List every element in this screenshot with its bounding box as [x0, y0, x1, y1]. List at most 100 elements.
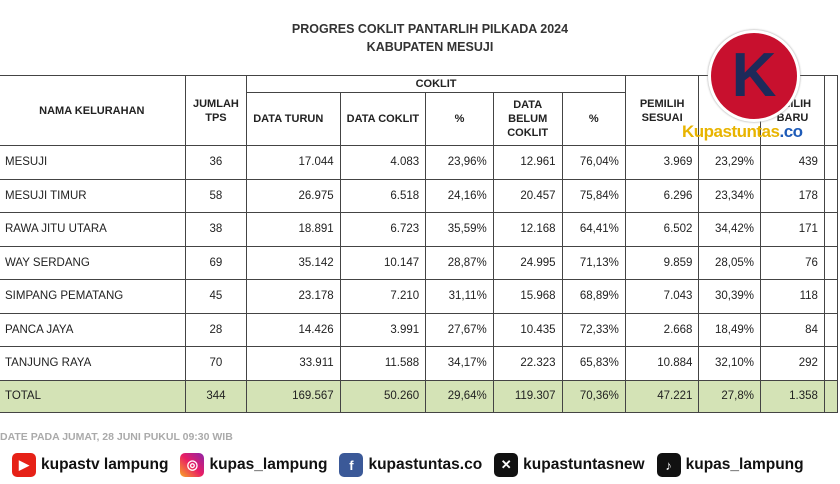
instagram-icon: ◎: [180, 453, 205, 477]
table-row: TANJUNG RAYA 70 33.911 11.588 34,17% 22.323 65…: [0, 346, 839, 381]
cell-edge: [823, 145, 839, 180]
cell-nama: MESUJI: [0, 145, 186, 180]
cell-pct-sesuai: 23,29%: [698, 145, 761, 180]
kupastuntas-logo: K Kupastuntas.co: [682, 30, 803, 141]
cell-edge: [823, 312, 839, 347]
header-pemilih-sesuai: PEMILIH SESUAI: [624, 75, 700, 146]
cell-tps: 28: [184, 312, 248, 347]
header-edge: [823, 75, 839, 146]
cell-pct-coklit: 29,64%: [425, 379, 494, 413]
cell-data-coklit: 6.518: [339, 178, 427, 213]
social-x[interactable]: ✕ kupastuntasnew: [494, 453, 645, 477]
cell-data-coklit: 6.723: [339, 212, 427, 247]
cell-data-turun: 33.911: [246, 346, 341, 381]
table-title: PROGRES COKLIT PANTARLIH PILKADA 2024: [291, 22, 569, 36]
social-footer: ▶ kupastv lampung ◎ kupas_lampung f kupastu…: [0, 446, 840, 484]
cell-pct-belum: 65,83%: [561, 346, 626, 381]
cell-data-turun: 14.426: [246, 312, 341, 347]
cell-data-turun: 169.567: [246, 379, 341, 413]
cell-pemilih-sesuai: 6.502: [624, 212, 700, 247]
cell-pct-coklit: 34,17%: [425, 346, 494, 381]
cell-edge: [823, 245, 839, 280]
header-pct-belum: %: [561, 92, 626, 146]
header-data-belum-coklit: DATA BELUM COKLIT: [492, 92, 563, 146]
logo-circle: K: [708, 30, 800, 122]
cell-pemilih-sesuai: 10.884: [624, 346, 700, 381]
cell-tps: 45: [184, 279, 248, 314]
cell-pct-coklit: 31,11%: [425, 279, 494, 314]
social-instagram[interactable]: ◎ kupas_lampung: [180, 453, 327, 477]
cell-pct-belum: 71,13%: [561, 245, 626, 280]
header-jumlah-tps: JUMLAH TPS: [184, 75, 248, 146]
coklit-table: NAMA KELURAHAN JUMLAH TPS COKLIT PEMILIH…: [0, 75, 839, 413]
cell-pct-sesuai: 18,49%: [698, 312, 761, 347]
cell-pct-sesuai: 30,39%: [698, 279, 761, 314]
cell-pct-belum: 70,36%: [561, 379, 626, 413]
cell-pemilih-sesuai: 2.668: [624, 312, 700, 347]
cell-pct-belum: 75,84%: [561, 178, 626, 213]
cell-pct-coklit: 28,87%: [425, 245, 494, 280]
social-tiktok[interactable]: ♪ kupas_lampung: [656, 453, 804, 477]
cell-pct-belum: 72,33%: [561, 312, 626, 347]
cell-tps: 344: [184, 379, 248, 413]
x-icon: ✕: [494, 453, 519, 477]
table-row: SIMPANG PEMATANG 45 23.178 7.210 31,11% 15.96…: [0, 279, 839, 314]
table-row: MESUJI 36 17.044 4.083 23,96% 12.961 76,04% 3.9…: [0, 145, 839, 180]
cell-tps: 58: [184, 178, 248, 213]
total-row: TOTAL 344 169.567 50.260 29,64% 119.307 70,36%…: [0, 379, 839, 413]
cell-data-turun: 35.142: [246, 245, 341, 280]
header-data-coklit: DATA COKLIT: [339, 92, 427, 146]
cell-pct-coklit: 35,59%: [425, 212, 494, 247]
logo-letter: K: [731, 41, 777, 110]
logo-text-main: Kupastuntas: [682, 122, 780, 141]
cell-data-turun: 23.178: [246, 279, 341, 314]
social-youtube[interactable]: ▶ kupastv lampung: [12, 453, 168, 477]
table-subtitle: KABUPATEN MESUJI: [366, 40, 494, 54]
cell-pemilih-baru: 84: [760, 312, 825, 347]
cell-pct-belum: 64,41%: [561, 212, 626, 247]
cell-pemilih-sesuai: 3.969: [624, 145, 700, 180]
table-row: MESUJI TIMUR 58 26.975 6.518 24,16% 20.457 75,…: [0, 178, 839, 213]
cell-tps: 36: [184, 145, 248, 180]
cell-edge: [823, 212, 839, 247]
cell-data-turun: 18.891: [246, 212, 341, 247]
cell-pemilih-baru: 178: [760, 178, 825, 213]
table-row: PANCA JAYA 28 14.426 3.991 27,67% 10.435 72,33…: [0, 312, 839, 347]
social-label: kupastuntasnew: [523, 456, 645, 473]
facebook-icon: f: [339, 453, 364, 477]
cell-pemilih-sesuai: 6.296: [624, 178, 700, 213]
youtube-icon: ▶: [12, 453, 36, 477]
cell-nama: TOTAL: [0, 379, 186, 413]
cell-data-belum: 10.435: [492, 312, 563, 347]
cell-pct-sesuai: 27,8%: [698, 379, 761, 413]
cell-data-coklit: 4.083: [339, 145, 427, 180]
cell-nama: SIMPANG PEMATANG: [0, 279, 186, 314]
cell-nama: WAY SERDANG: [0, 245, 186, 280]
cell-pemilih-baru: 1.358: [760, 379, 825, 413]
cell-data-coklit: 3.991: [339, 312, 427, 347]
cell-pemilih-sesuai: 7.043: [624, 279, 700, 314]
cell-pemilih-sesuai: 9.859: [624, 245, 700, 280]
table-row: WAY SERDANG 69 35.142 10.147 28,87% 24.995 71,…: [0, 245, 839, 280]
logo-text-suffix: .co: [779, 122, 803, 141]
cell-data-turun: 26.975: [246, 178, 341, 213]
cell-data-belum: 24.995: [492, 245, 563, 280]
social-label: kupastv lampung: [41, 456, 169, 473]
cell-pct-belum: 76,04%: [561, 145, 626, 180]
header-nama: NAMA KELURAHAN: [0, 75, 186, 146]
social-label: kupas_lampung: [209, 456, 328, 473]
cell-pemilih-baru: 292: [760, 346, 825, 381]
cell-data-belum: 15.968: [492, 279, 563, 314]
cell-pct-sesuai: 23,34%: [698, 178, 761, 213]
social-label: kupas_lampung: [685, 456, 804, 473]
cell-nama: MESUJI TIMUR: [0, 178, 186, 213]
cell-data-coklit: 7.210: [339, 279, 427, 314]
cell-pct-coklit: 27,67%: [425, 312, 494, 347]
cell-pct-coklit: 23,96%: [425, 145, 494, 180]
cell-edge: [823, 379, 839, 413]
social-facebook[interactable]: f kupastuntas.co: [339, 453, 482, 477]
cell-data-belum: 20.457: [492, 178, 563, 213]
cell-edge: [823, 178, 839, 213]
cell-pct-belum: 68,89%: [561, 279, 626, 314]
cell-pemilih-sesuai: 47.221: [624, 379, 700, 413]
